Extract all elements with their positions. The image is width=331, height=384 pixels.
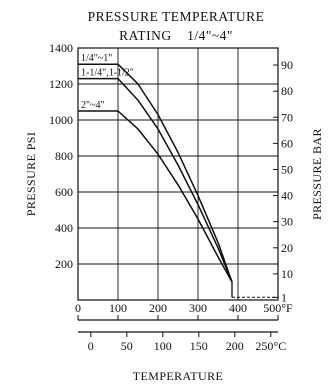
celsius-tick-label: 50 [121, 339, 133, 353]
y-axis-label-right: PRESSURE BAR [310, 128, 324, 220]
psi-tick-label: 200 [55, 257, 73, 271]
chart-title: PRESSURE TEMPERATURE [88, 9, 265, 24]
series-label-1: 1/4"~1" [81, 53, 112, 64]
bar-tick-labels: 1 10 20 30 40 50 60 70 80 90 [273, 58, 293, 304]
x-axis-label: TEMPERATURE [133, 369, 223, 383]
celsius-tick-label: 250°C [255, 339, 286, 353]
series-line-1 [78, 63, 233, 283]
curve-labels: 1/4"~1" 1-1/4",1-1/2" 2"~4" [81, 53, 134, 111]
curves [78, 63, 278, 298]
psi-tick-label: 800 [55, 149, 73, 163]
bar-tick-label: 60 [281, 136, 293, 150]
fahrenheit-tick-label: 400 [229, 301, 247, 315]
series-label-3: 2"~4" [81, 100, 105, 111]
fahrenheit-tick-label: 0 [75, 301, 81, 315]
grid [77, 47, 279, 301]
x-axes: 0 100 200 300 400 500°F 0 50 100 150 200 250°C [75, 301, 293, 353]
psi-tick-label: 1400 [49, 41, 73, 55]
fahrenheit-tick-label: 100 [109, 301, 127, 315]
bar-tick-label: 90 [281, 58, 293, 72]
bar-tick-label: 80 [281, 84, 293, 98]
series-line-2 [78, 77, 233, 283]
celsius-tick-label: 0 [88, 339, 94, 353]
psi-tick-label: 600 [55, 185, 73, 199]
celsius-tick-label: 200 [226, 339, 244, 353]
psi-tick-label: 400 [55, 221, 73, 235]
bar-tick-label: 40 [281, 189, 293, 203]
y-axis-label: PRESSURE PSI [24, 132, 38, 217]
celsius-tick-label: 100 [154, 339, 172, 353]
fahrenheit-tick-label: 300 [189, 301, 207, 315]
bar-tick-label: 1 [281, 290, 287, 304]
fahrenheit-tick-label: 500°F [263, 301, 293, 315]
bar-tick-label: 10 [281, 267, 293, 281]
psi-tick-label: 1000 [49, 113, 73, 127]
series-line-3 [78, 110, 233, 283]
bar-tick-label: 70 [281, 110, 293, 124]
bar-tick-label: 30 [281, 215, 293, 229]
fahrenheit-tick-label: 200 [149, 301, 167, 315]
celsius-tick-label: 150 [190, 339, 208, 353]
bar-tick-label: 20 [281, 241, 293, 255]
y-tick-labels: 200 400 600 800 1000 1200 1400 [49, 41, 73, 271]
chart-subtitle: RATING 1/4"~4" [119, 28, 233, 43]
series-label-2: 1-1/4",1-1/2" [81, 68, 134, 79]
psi-tick-label: 1200 [49, 77, 73, 91]
bar-tick-label: 50 [281, 162, 293, 176]
plot-frame [77, 47, 279, 301]
